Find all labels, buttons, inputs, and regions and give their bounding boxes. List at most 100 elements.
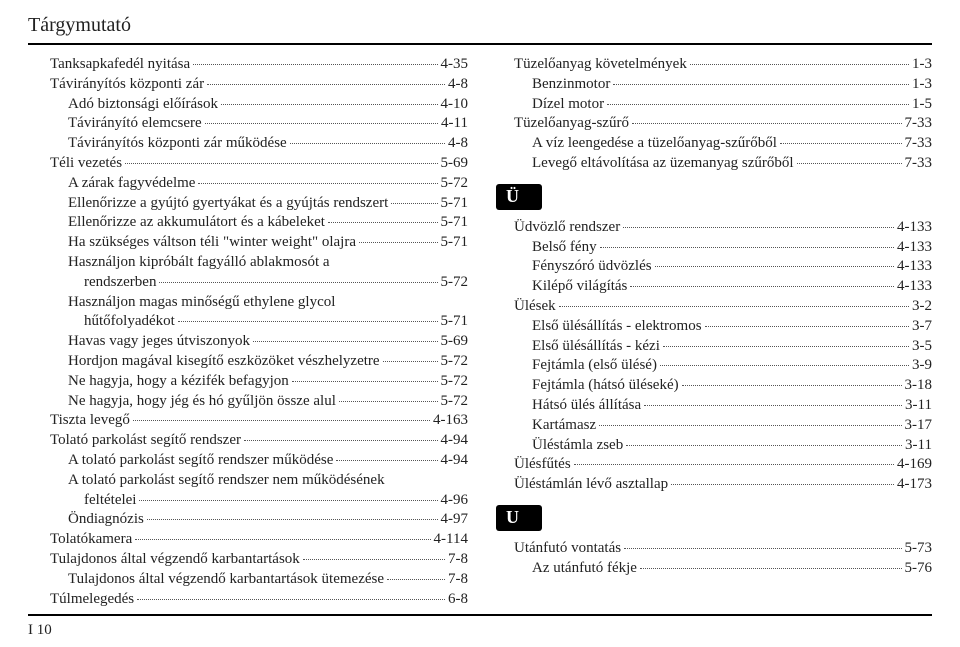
index-entry: Tiszta levegő4-163 (28, 411, 468, 431)
index-entry-label: Tüzelőanyag-szűrő (514, 114, 629, 134)
leader-dots (303, 550, 445, 560)
index-entry-label: Fényszóró üdvözlés (532, 257, 652, 277)
index-entry-label: Használjon magas minőségű ethylene glyco… (28, 293, 468, 313)
leader-dots (193, 55, 437, 65)
index-entry-label: Kilépő világítás (532, 277, 627, 297)
index-entry-page: 4-173 (897, 475, 932, 495)
index-entry: Utánfutó vontatás5-73 (492, 539, 932, 559)
index-entry-label: Ne hagyja, hogy a kézifék befagyjon (68, 372, 289, 392)
leader-dots (682, 376, 902, 386)
index-entry-label: Tolató parkolást segítő rendszer (50, 431, 241, 451)
index-entry-label: Tulajdonos által végzendő karbantartások (50, 550, 300, 570)
index-entry-page: 4-133 (897, 218, 932, 238)
index-entry-label: A tolató parkolást segítő rendszer nem m… (28, 471, 468, 491)
index-entry: Tolatókamera4-114 (28, 530, 468, 550)
index-entry: Üdvözlő rendszer 4-133 (492, 218, 932, 238)
index-entry: Az utánfutó fékje5-76 (492, 559, 932, 579)
index-entry-label: Ülésfűtés (514, 455, 571, 475)
index-entry-page: 5-69 (441, 332, 469, 352)
leader-dots (253, 332, 437, 342)
leader-dots (624, 539, 901, 549)
index-entry-page: 4-97 (441, 510, 469, 530)
index-entry-label: Öndiagnózis (68, 510, 144, 530)
index-entry: Túlmelegedés 6-8 (28, 590, 468, 610)
leader-dots (671, 475, 894, 485)
index-entry: Öndiagnózis 4-97 (28, 510, 468, 530)
index-entry: Dízel motor 1-5 (492, 95, 932, 115)
index-entry-label: Használjon kipróbált fagyálló ablakmosót… (28, 253, 468, 273)
index-entry: Ellenőrizze a gyújtó gyertyákat és a gyú… (28, 194, 468, 214)
index-entry: Tüzelőanyag-szűrő7-33 (492, 114, 932, 134)
leader-dots (655, 257, 894, 267)
leader-dots (292, 372, 438, 382)
leader-dots (221, 95, 438, 105)
leader-dots (139, 491, 437, 501)
index-entry: Távirányítós központi zár működése4-8 (28, 134, 468, 154)
index-entry-label: Kartámasz (532, 416, 596, 436)
index-entry-label: Adó biztonsági előírások (68, 95, 218, 115)
index-entry-label: Téli vezetés (50, 154, 122, 174)
index-entry-page: 4-94 (441, 451, 469, 471)
index-entry: Tanksapkafedél nyitása4-35 (28, 55, 468, 75)
index-entry: Tulajdonos által végzendő karbantartások… (28, 550, 468, 570)
index-entry-page: 5-69 (441, 154, 469, 174)
index-entry-label: Üléstámlán lévő asztallap (514, 475, 668, 495)
index-entry-label: Túlmelegedés (50, 590, 134, 610)
index-entry-page: 6-8 (448, 590, 468, 610)
index-entry-page: 3-11 (905, 436, 932, 456)
index-entry-page: 1-5 (912, 95, 932, 115)
leader-dots (391, 194, 437, 204)
leader-dots (339, 392, 438, 402)
index-entry: Ellenőrizze az akkumulátort és a kábelek… (28, 213, 468, 233)
index-entry: Benzinmotor1-3 (492, 75, 932, 95)
index-entry-page: 4-96 (441, 491, 469, 511)
index-entry-page: 3-18 (905, 376, 933, 396)
index-entry: Üléstámlán lévő asztallap 4-173 (492, 475, 932, 495)
index-entry-page: 4-94 (441, 431, 469, 451)
leader-dots (198, 174, 437, 184)
index-entry-label: Tulajdonos által végzendő karbantartások… (68, 570, 384, 590)
index-entry-page: 5-76 (905, 559, 933, 579)
index-entry-label: Dízel motor (532, 95, 604, 115)
leader-dots (383, 352, 438, 362)
index-entry-label: Távirányítós központi zár működése (68, 134, 287, 154)
index-entry: Levegő eltávolítása az üzemanyag szűrőbő… (492, 154, 932, 174)
index-entry: Fényszóró üdvözlés 4-133 (492, 257, 932, 277)
index-entry-page: 3-11 (905, 396, 932, 416)
index-entry-page: 4-133 (897, 257, 932, 277)
index-entry-page: 5-72 (441, 352, 469, 372)
index-entry: A tolató parkolást segítő rendszer működ… (28, 451, 468, 471)
index-entry-label: Ne hagyja, hogy jég és hó gyűljön össze … (68, 392, 336, 412)
index-entry-label: Havas vagy jeges útviszonyok (68, 332, 250, 352)
index-entry: Hordjon magával kisegítő eszközöket vész… (28, 352, 468, 372)
index-entry: Első ülésállítás - kézi3-5 (492, 337, 932, 357)
page-title: Tárgymutató (28, 14, 932, 45)
leader-dots (632, 114, 902, 124)
index-entry: Hátsó ülés állítása3-11 (492, 396, 932, 416)
section-heading: U (496, 505, 542, 531)
index-entry: Téli vezetés 5-69 (28, 154, 468, 174)
leader-dots (559, 297, 909, 307)
leader-dots (125, 154, 437, 164)
leader-dots (205, 114, 438, 124)
leader-dots (133, 411, 430, 421)
index-entry: Fejtámla (hátsó üléseké)3-18 (492, 376, 932, 396)
index-entry-label: Távirányító elemcsere (68, 114, 202, 134)
index-entry: hűtőfolyadékot5-71 (28, 312, 468, 332)
index-entry-page: 3-9 (912, 356, 932, 376)
index-entry-continuation: rendszerben (84, 273, 156, 293)
leader-dots (290, 134, 445, 144)
index-entry-continuation: hűtőfolyadékot (84, 312, 175, 332)
index-entry-label: Üdvözlő rendszer (514, 218, 620, 238)
index-entry: Ülésfűtés4-169 (492, 455, 932, 475)
index-entry-continuation: feltételei (84, 491, 136, 511)
leader-dots (623, 218, 894, 228)
leader-dots (613, 75, 909, 85)
leader-dots (574, 455, 894, 465)
index-entry-page: 7-33 (905, 154, 933, 174)
leader-dots (159, 273, 437, 283)
index-entry-label: Fejtámla (első ülésé) (532, 356, 657, 376)
index-entry: Ülések3-2 (492, 297, 932, 317)
right-column: Tüzelőanyag követelmények1-3Benzinmotor1… (492, 55, 932, 609)
index-entry-page: 5-71 (441, 213, 469, 233)
